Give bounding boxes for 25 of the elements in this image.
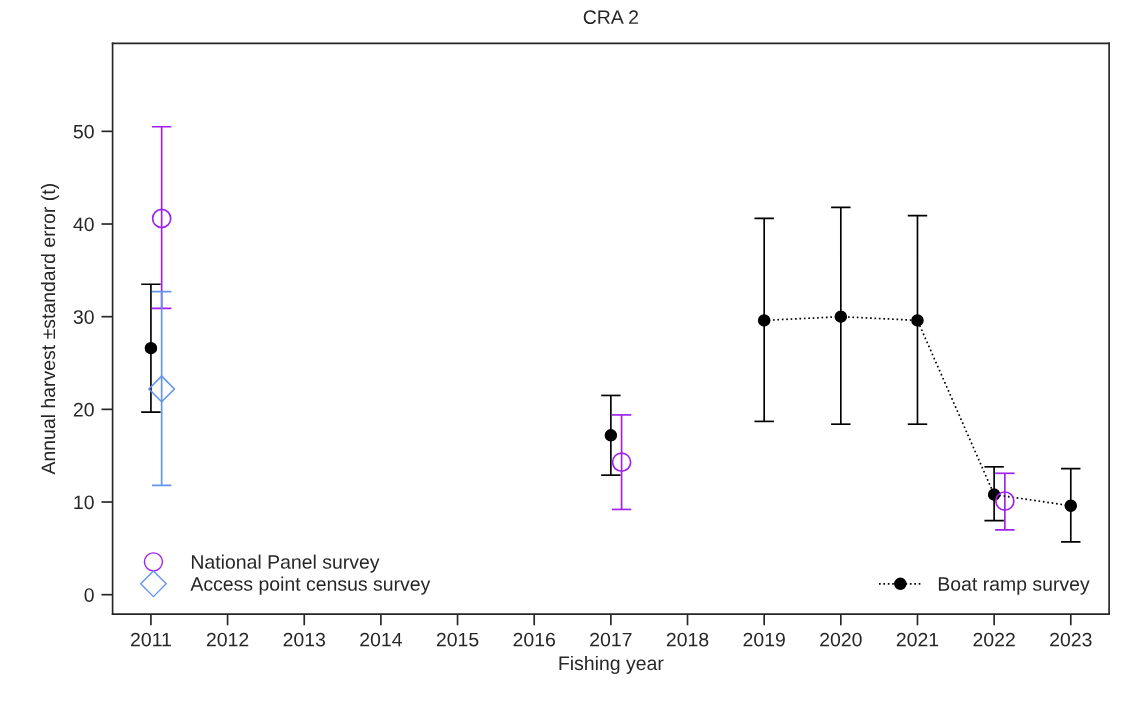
y-tick-label: 30 <box>73 310 94 324</box>
x-tick-label: 2012 <box>206 632 249 647</box>
x-tick-label: 2023 <box>1050 632 1092 647</box>
x-tick-label: 2014 <box>360 632 402 647</box>
x-tick-label: 2020 <box>820 632 862 647</box>
x-tick-label: 2016 <box>513 632 555 647</box>
y-axis-title: Annual harvest ±standard error (t) <box>40 184 60 475</box>
x-tick-label: 2022 <box>973 632 1015 647</box>
y-tick-label: 10 <box>74 495 94 510</box>
chart-title: CRA 2 <box>583 10 638 25</box>
y-tick-label: 50 <box>73 124 94 139</box>
x-axis-title: Fishing year <box>559 655 664 675</box>
y-tick-label: 0 <box>84 588 94 602</box>
legend-label: National Panel survey <box>191 554 380 573</box>
y-tick-label: 40 <box>73 217 94 232</box>
y-tick-label: 20 <box>73 402 94 417</box>
legend-label: Access point census survey <box>190 576 431 595</box>
x-tick-label: 2018 <box>666 632 709 647</box>
x-tick-label: 2015 <box>436 632 479 647</box>
x-tick-label: 2021 <box>896 632 939 647</box>
x-tick-label: 2019 <box>743 632 785 647</box>
legend-label: Boat ramp survey <box>938 577 1090 595</box>
x-tick-label: 2013 <box>283 632 326 647</box>
x-tick-label: 2017 <box>590 632 632 647</box>
x-tick-label: 2011 <box>131 632 171 647</box>
